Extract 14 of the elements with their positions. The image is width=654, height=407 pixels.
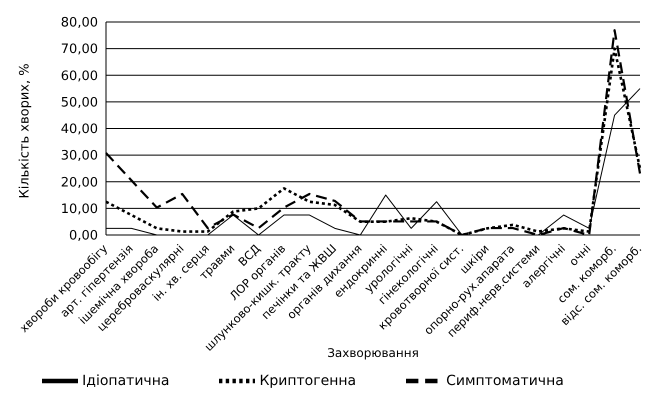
y-tick-label: 20,00 [60,175,98,190]
legend-label: Ідіопатична [82,372,170,389]
y-tick-label: 0,00 [69,228,98,244]
y-tick-label: 10,00 [60,202,98,217]
y-tick-label: 50,00 [60,95,98,110]
y-tick-label: 40,00 [60,122,98,138]
y-axis-title: Кількість хворих, % [18,63,33,198]
legend-label: Криптогенна [259,372,356,389]
y-tick-label: 70,00 [60,42,98,58]
x-axis-title: Захворювання [327,346,419,360]
y-tick-label: 30,00 [60,148,98,164]
legend-label: Симптоматична [446,372,564,389]
y-tick-label: 80,00 [60,16,98,31]
y-tick-label: 60,00 [60,68,98,84]
